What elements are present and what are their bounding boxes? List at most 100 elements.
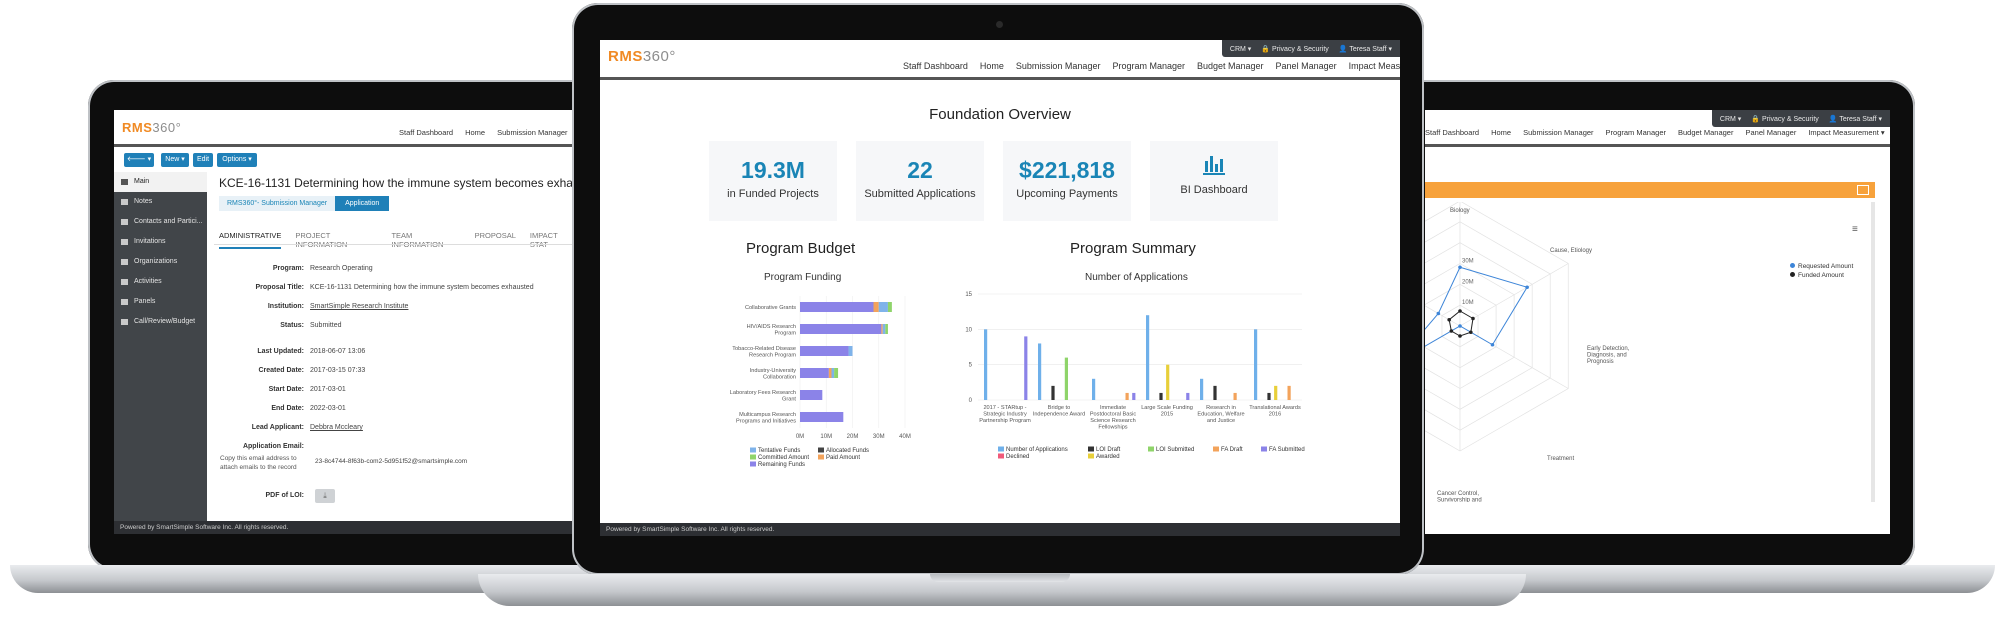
breadcrumb-current[interactable]: Application <box>335 196 390 211</box>
record-tabs: ADMINISTRATIVE PROJECT INFORMATION TEAM … <box>219 231 574 249</box>
center-camera <box>996 21 1003 28</box>
lead-applicant-link[interactable]: Debbra Mccleary <box>310 424 363 431</box>
category-label: Fellowships <box>1098 425 1127 431</box>
funded-series-point <box>1469 330 1473 335</box>
legend-label: Number of Applications <box>1006 447 1068 453</box>
category-label: Collaborative Grants <box>745 305 796 311</box>
nav-submission-manager[interactable]: Submission Manager <box>497 128 568 137</box>
category-label: Strategic Industry <box>983 412 1027 418</box>
nav-home[interactable]: Home <box>465 128 486 137</box>
field-start-date: Start Date: 2017-03-01 <box>268 386 346 393</box>
category-label: Industry-University <box>750 368 797 374</box>
category-label: Bridge to <box>1048 405 1070 411</box>
user-menu[interactable]: 👤 Teresa Staff ▾ <box>1828 115 1882 123</box>
panels-icon <box>121 299 128 305</box>
nav-program-manager[interactable]: Program Manager <box>1112 61 1185 71</box>
chart-menu-icon[interactable]: ≡ <box>1852 224 1858 235</box>
options-button[interactable]: Options ▾ <box>217 153 257 167</box>
footer: Powered by SmartSimple Software Inc. All… <box>600 523 1400 536</box>
nav-program-manager[interactable]: Program Manager <box>1605 128 1666 137</box>
back-button[interactable]: 🡐 ▾ <box>124 153 154 167</box>
user-menu[interactable]: 👤 Teresa Staff ▾ <box>1338 45 1392 53</box>
nav-budget-manager[interactable]: Budget Manager <box>1197 61 1264 71</box>
app-logo: RMS360° <box>122 120 182 135</box>
tab-impact-stat[interactable]: IMPACT STAT <box>529 231 558 249</box>
sidebar-item-main[interactable]: Main <box>114 172 207 192</box>
application-bar <box>1254 329 1258 400</box>
axis-label: Cancer Control, <box>1437 491 1479 497</box>
application-bar <box>1186 392 1190 400</box>
breadcrumb-parent[interactable]: RMS360°- Submission Manager <box>219 196 336 211</box>
funding-bar <box>800 302 874 312</box>
funding-bar <box>885 324 888 334</box>
nav-staff-dashboard[interactable]: Staff Dashboard <box>399 128 454 137</box>
panel-collapse-icon[interactable] <box>1857 185 1869 195</box>
right-top-strip: CRM ▾ 🔒 Privacy & Security 👤 Teresa Staf… <box>1711 110 1890 127</box>
kpi-value: $221,818 <box>1019 157 1115 183</box>
axis-label: Biology <box>1450 208 1470 214</box>
privacy-security-link[interactable]: 🔒 Privacy & Security <box>1261 45 1329 53</box>
new-button[interactable]: New ▾ <box>161 153 189 167</box>
institution-link[interactable]: SmartSimple Research Institute <box>310 303 409 310</box>
funding-bar <box>800 346 849 356</box>
nav-submission-manager[interactable]: Submission Manager <box>1523 128 1594 137</box>
legend-funded-amount[interactable]: Funded Amount <box>1790 271 1853 280</box>
nav-panel-manager[interactable]: Panel Manager <box>1745 128 1797 137</box>
right-nav-divider <box>1425 144 1890 147</box>
axis-label: Prognosis <box>1587 359 1614 365</box>
funding-bar <box>878 302 888 312</box>
category-label: Grant <box>782 396 796 402</box>
sidebar-item-panels[interactable]: Panels <box>114 292 207 312</box>
nav-home[interactable]: Home <box>1491 128 1512 137</box>
category-label: Translational Awards <box>1249 405 1301 411</box>
crm-menu[interactable]: CRM ▾ <box>1229 45 1252 53</box>
field-proposal-title: Proposal Title: KCE-16-1131 Determining h… <box>255 284 534 291</box>
sidebar-item-activities[interactable]: Activities <box>114 272 207 292</box>
crm-menu[interactable]: CRM ▾ <box>1719 115 1742 123</box>
category-label: Multicampus Research <box>739 412 796 418</box>
kpi-upcoming-payments[interactable]: $221,818 Upcoming Payments <box>1003 141 1131 221</box>
breadcrumb: RMS360°- Submission Manager Application <box>219 196 390 211</box>
nav-submission-manager[interactable]: Submission Manager <box>1015 61 1101 71</box>
right-laptop-screen: CRM ▾ 🔒 Privacy & Security 👤 Teresa Staf… <box>1425 110 1890 534</box>
legend-label: Committed Amount <box>758 455 809 461</box>
category-label: Tobacco-Related Disease <box>732 346 796 352</box>
sidebar-item-notes[interactable]: Notes <box>114 192 207 212</box>
radar-ring <box>1425 202 1569 452</box>
radar-spoke <box>1425 305 1461 327</box>
nav-staff-dashboard[interactable]: Staff Dashboard <box>1425 128 1480 137</box>
radar-ring <box>1425 242 1533 410</box>
footer: Powered by SmartSimple Software Inc. All… <box>114 521 574 534</box>
nav-impact-measurement[interactable]: Impact Measurement ▾ <box>1808 128 1885 137</box>
nav-staff-dashboard[interactable]: Staff Dashboard <box>903 61 968 71</box>
kpi-submitted-applications[interactable]: 22 Submitted Applications <box>856 141 984 221</box>
tab-team-information[interactable]: TEAM INFORMATION <box>391 231 443 249</box>
radar-chart: 10M 20M 30M Biology Cause, Etiology Early Det… <box>1425 202 1630 502</box>
x-tick-label: 40M <box>899 434 911 440</box>
nav-panel-manager[interactable]: Panel Manager <box>1275 61 1337 71</box>
nav-impact-measurement[interactable]: Impact Measurement ▾ <box>1348 61 1400 71</box>
sidebar-item-contacts[interactable]: Contacts and Partici... <box>114 212 207 232</box>
tab-proposal[interactable]: PROPOSAL <box>474 231 516 240</box>
tab-administrative[interactable]: ADMINISTRATIVE <box>219 231 282 249</box>
nav-home[interactable]: Home <box>979 61 1004 71</box>
kpi-value: 19.3M <box>741 157 805 183</box>
privacy-security-link[interactable]: 🔒 Privacy & Security <box>1751 115 1819 123</box>
nav-budget-manager[interactable]: Budget Manager <box>1678 128 1734 137</box>
email-value[interactable]: 23-8c4744-8f63b-com2-5d951f52@smartsimpl… <box>315 458 468 465</box>
pdf-download-button[interactable]: ⤓ <box>315 489 335 503</box>
nav-divider <box>114 144 574 147</box>
x-tick-label: 0M <box>796 434 804 440</box>
kpi-funded-projects[interactable]: 19.3M in Funded Projects <box>709 141 837 221</box>
tab-project-information[interactable]: PROJECT INFORMATION <box>295 231 347 249</box>
sidebar-item-organizations[interactable]: Organizations <box>114 252 207 272</box>
legend-requested-amount[interactable]: Requested Amount <box>1790 262 1853 271</box>
sidebar-item-invitations[interactable]: Invitations <box>114 232 207 252</box>
x-tick-label: 30M <box>873 434 885 440</box>
vertical-scrollbar[interactable] <box>1871 202 1875 502</box>
category-label: 2016 <box>1269 412 1281 418</box>
sidebar-item-call-review-budget[interactable]: Call/Review/Budget <box>114 312 207 332</box>
invitations-icon <box>121 239 128 245</box>
kpi-bi-dashboard[interactable]: BI Dashboard <box>1150 141 1278 221</box>
edit-button[interactable]: Edit <box>193 153 213 167</box>
